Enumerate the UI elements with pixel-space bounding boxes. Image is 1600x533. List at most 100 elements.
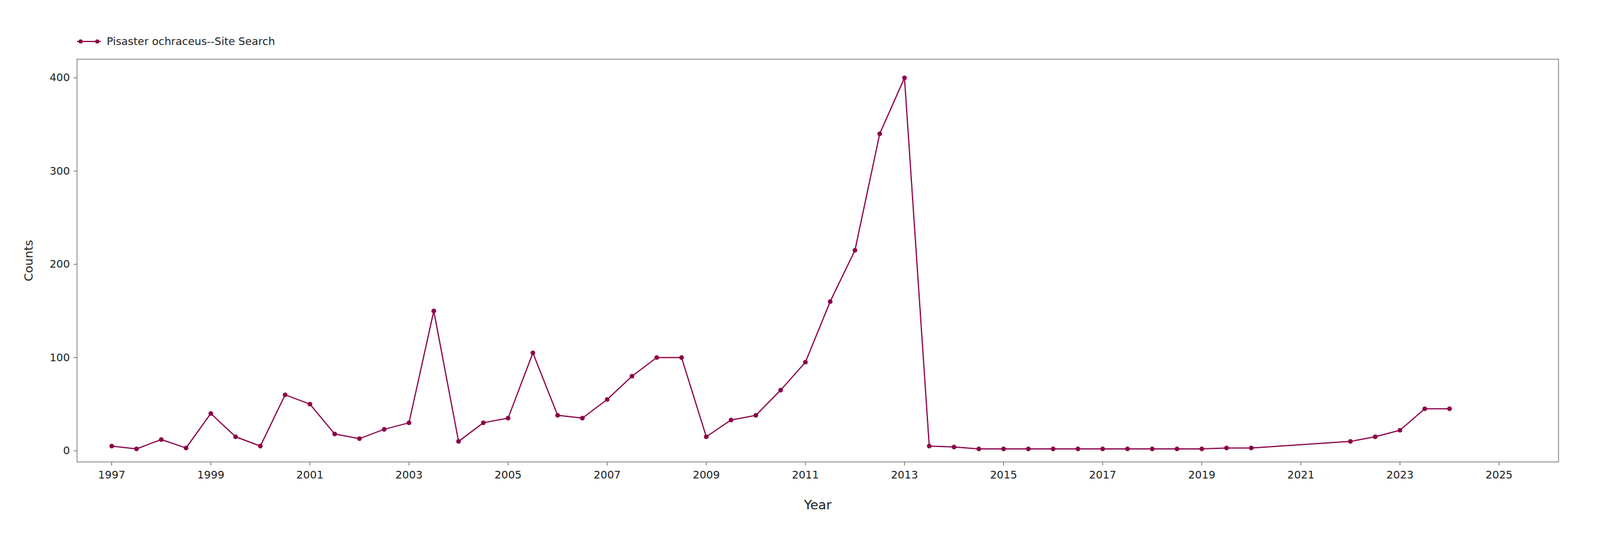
series-point [1447,407,1452,412]
x-tick [1399,462,1401,466]
x-tick [408,462,410,466]
x-tick-label: 2001 [296,468,324,482]
legend-marker [95,39,100,44]
series-point [208,411,213,416]
series-point [1001,446,1006,451]
x-tick-label: 2025 [1485,468,1513,482]
series-point [976,446,981,451]
series-point [1150,446,1155,451]
x-tick [1102,462,1103,466]
series-point [951,445,956,450]
x-tick-label: 2015 [990,468,1018,482]
series-point [1125,446,1130,451]
x-tick-label: 2019 [1188,468,1216,482]
series-point [407,420,412,425]
legend-label: Pisaster ochraceus--Site Search [106,34,275,48]
series-point [555,413,560,418]
series-point [580,416,585,421]
series-point [1100,446,1105,451]
series-point [1026,446,1031,451]
series-point [357,436,362,441]
x-tick [805,462,806,466]
x-tick-label: 2023 [1386,468,1414,482]
y-tick-label: 200 [49,257,70,271]
series-point [307,402,312,407]
series-point [1175,446,1180,451]
y-axis-label: Counts [21,240,36,282]
y-tick [73,170,78,172]
series-point [753,413,758,418]
x-tick-label: 2007 [593,468,622,482]
plot-frame [77,59,1559,463]
series-point [1075,446,1080,451]
x-tick-label: 2009 [692,468,720,482]
x-axis-label: Year [803,497,833,513]
series-point [109,444,114,449]
series-point [1224,446,1229,451]
legend: Pisaster ochraceus--Site Search [77,34,275,48]
x-tick-label: 2021 [1287,468,1315,482]
x-tick-label: 1997 [98,468,126,482]
y-tick-label: 300 [49,164,70,178]
series-line [112,77,1451,449]
series-point [1051,446,1056,451]
series-point [852,248,857,253]
series-point [1397,428,1403,433]
series-point [530,350,536,355]
y-tick [73,264,78,265]
x-tick [1003,462,1004,466]
x-tick [1498,462,1500,466]
x-tick [1300,462,1302,466]
x-tick [309,462,310,466]
y-tick-label: 100 [49,351,70,364]
y-tick-label: 0 [63,444,70,457]
series-point [506,416,511,421]
y-tick [73,357,78,358]
series-point [432,309,437,314]
x-tick [210,462,211,466]
series-point [778,388,783,393]
series-point [877,131,882,136]
series-point [927,444,932,449]
series-point [183,446,188,451]
x-tick [1201,462,1202,466]
x-tick-label: 1999 [197,468,225,482]
x-tick [111,462,112,466]
series-point [159,437,164,443]
series-point [1199,446,1204,451]
series-point [233,434,238,440]
x-tick-label: 2017 [1089,468,1117,482]
series-point [134,446,139,451]
x-tick [705,462,707,466]
series-point [728,418,734,423]
series-point [654,355,659,360]
series-point [332,432,337,437]
series-point [679,355,684,360]
series-point [456,439,461,444]
x-tick-label: 2011 [791,468,819,482]
x-tick-label: 2013 [890,468,918,482]
series-point [827,299,832,304]
series-point [382,427,387,432]
series-point [258,444,263,449]
series-point [1249,446,1254,451]
series-point [704,434,709,440]
series-point [283,392,288,398]
series-point [481,420,486,425]
x-tick-label: 2005 [494,468,523,482]
series-point [1422,407,1427,412]
series-point [803,360,808,365]
y-tick [73,77,78,79]
legend-marker [78,39,83,44]
chart: 1997 1999 2001 2003 2005 2007 2009 2011 2013 2015… [0,0,1600,533]
series-point [902,75,907,80]
x-tick [507,462,509,466]
series-point [1373,434,1378,440]
x-tick-label: 2003 [395,468,423,482]
x-tick [904,462,905,466]
series-point [605,397,610,402]
plot-area [109,75,1452,451]
x-tick [606,462,608,466]
series-point [629,374,635,379]
series-point [1348,439,1353,444]
